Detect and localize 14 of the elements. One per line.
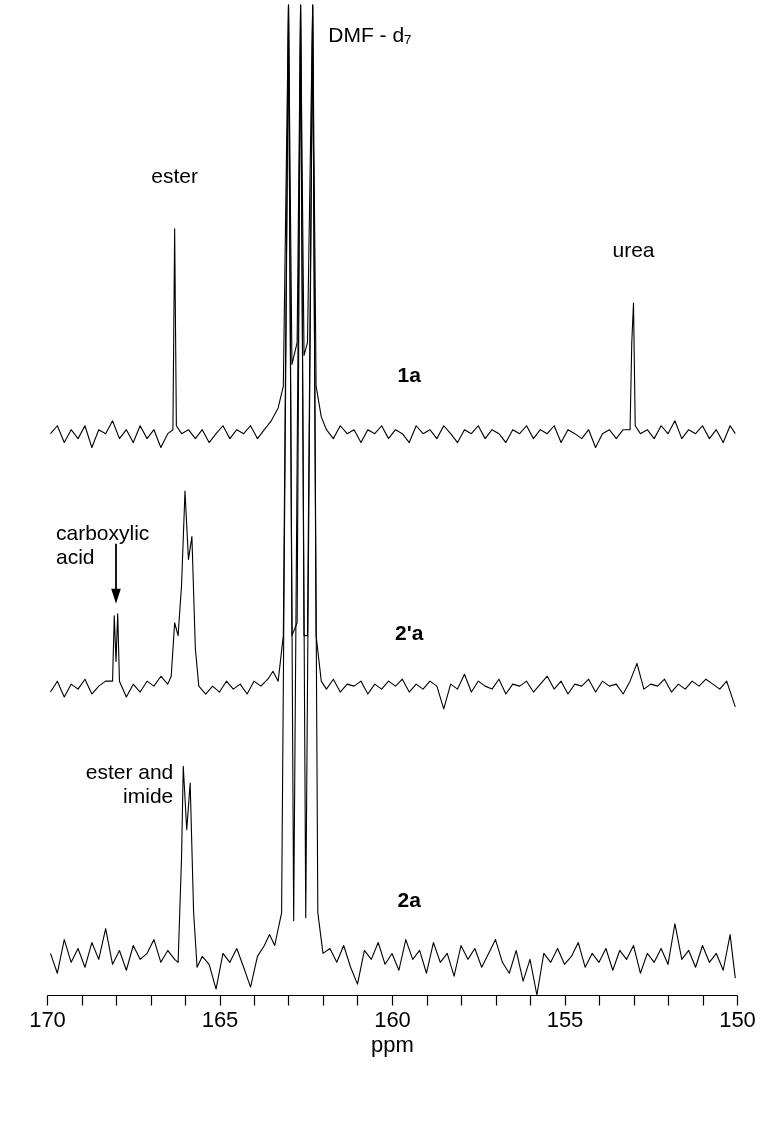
x-tick-label: 170 [29, 1006, 66, 1032]
annotation: urea [612, 237, 655, 261]
annotation: DMF - d₇ [328, 23, 412, 46]
x-tick-label: 160 [374, 1006, 411, 1032]
x-tick-label: 150 [719, 1006, 756, 1032]
series-label: 2'a [395, 620, 424, 644]
annotation: carboxylic acid [56, 520, 150, 568]
x-tick-label: 155 [546, 1006, 584, 1032]
x-axis-title: ppm [371, 1031, 414, 1057]
x-tick-label: 165 [201, 1006, 239, 1032]
series-label: 1a [397, 363, 422, 387]
series-label: 2a [397, 887, 422, 911]
annotation: ester and imide [85, 760, 174, 808]
annotation: ester [151, 163, 198, 187]
